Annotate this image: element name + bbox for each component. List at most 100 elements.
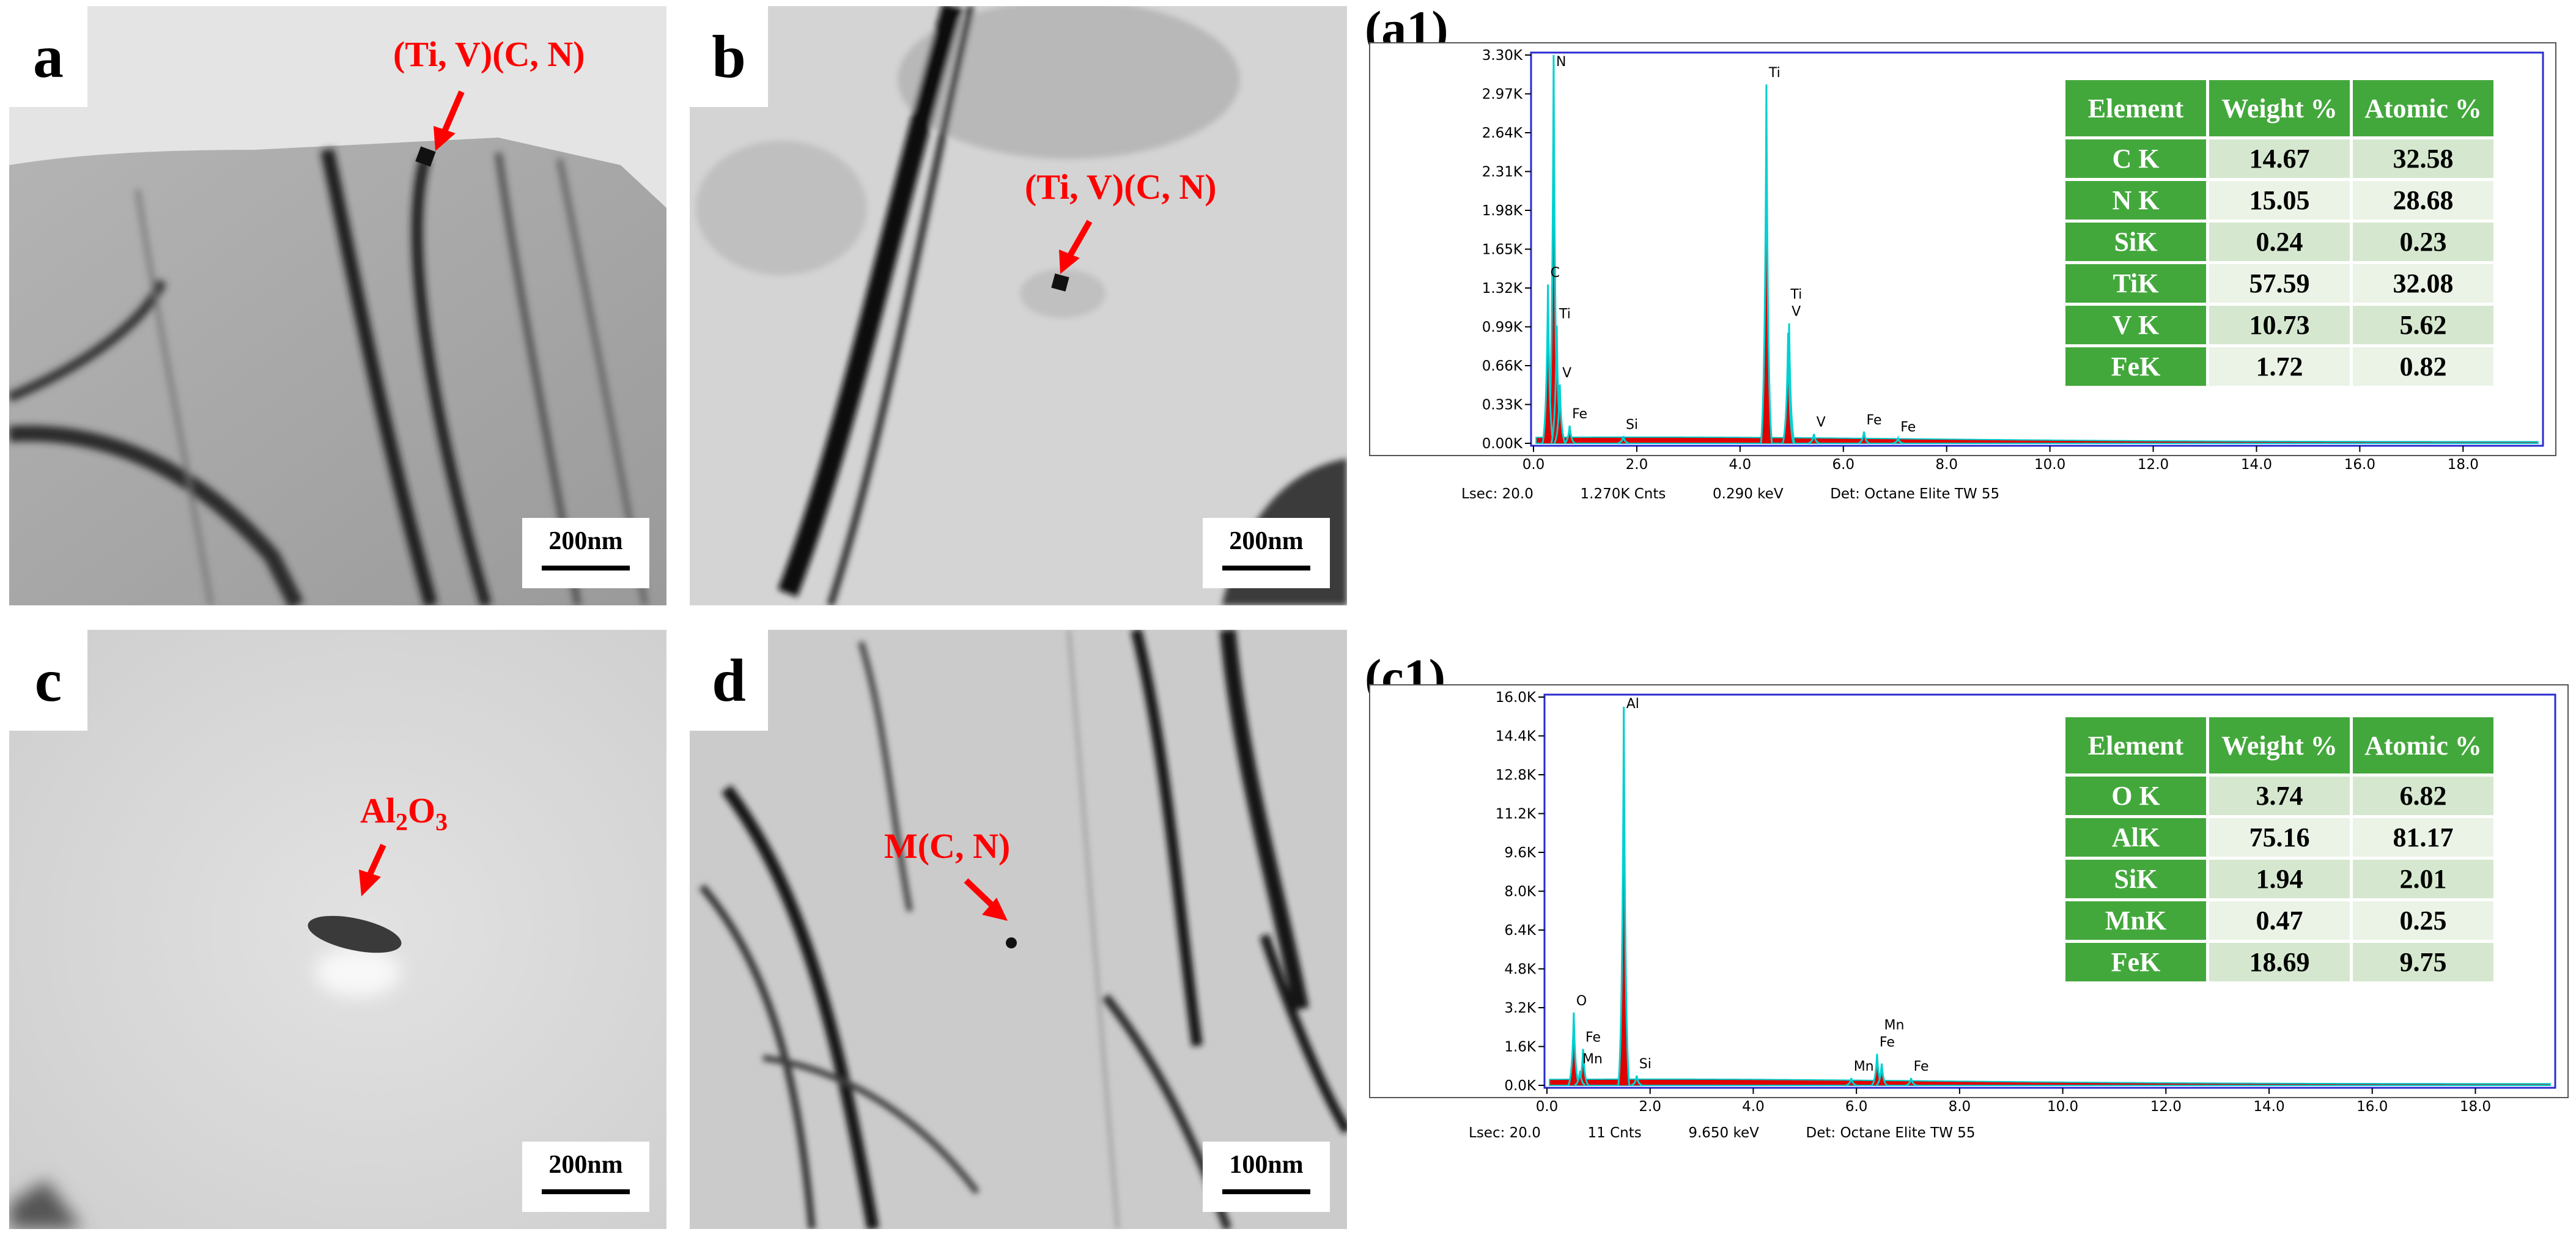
table-header-cell: Atomic % bbox=[2353, 717, 2493, 774]
scale-bar-label-a: 200nm bbox=[548, 527, 623, 555]
table-row: V K 10.73 5.62 bbox=[2065, 306, 2493, 344]
table-row: TiK 57.59 32.08 bbox=[2065, 264, 2493, 303]
table-cell-atomic: 5.62 bbox=[2353, 306, 2493, 344]
table-header-cell: Atomic % bbox=[2353, 80, 2493, 136]
table-cell-weight: 0.24 bbox=[2209, 223, 2350, 261]
table-cell-element: FeK bbox=[2065, 347, 2206, 386]
table-cell-weight: 15.05 bbox=[2209, 181, 2350, 220]
table-cell-atomic: 6.82 bbox=[2353, 777, 2493, 815]
eds-peak-line bbox=[1858, 431, 1870, 445]
panel-label-a: a bbox=[9, 6, 87, 107]
y-tick-label: 3.30K bbox=[1482, 48, 1523, 64]
eds-peak-line bbox=[1567, 1012, 1581, 1086]
eds-peak-fill bbox=[1574, 1071, 1585, 1085]
eds-counts-c1: 11 Cnts bbox=[1587, 1125, 1642, 1141]
y-tick-label: 11.2K bbox=[1496, 807, 1537, 822]
table-cell-atomic: 28.68 bbox=[2353, 181, 2493, 220]
y-tick-label: 6.4K bbox=[1504, 923, 1537, 939]
eds-detector-c1: Det: Octane Elite TW 55 bbox=[1806, 1125, 1976, 1141]
panel-label-b: b bbox=[690, 6, 768, 107]
y-tick-label: 9.6K bbox=[1504, 845, 1537, 861]
y-tick-label: 2.31K bbox=[1482, 164, 1523, 180]
y-tick-label: 2.64K bbox=[1482, 125, 1523, 141]
eds-peak-label: V bbox=[1792, 305, 1801, 320]
eds-footer-a1: Lsec: 20.0 1.270K Cnts 0.290 keV Det: Oc… bbox=[1461, 486, 1999, 502]
table-header-cell: Weight % bbox=[2209, 80, 2350, 136]
x-tick-label: 12.0 bbox=[2138, 457, 2169, 473]
eds-peak-line bbox=[1875, 1063, 1888, 1087]
eds-peak-label: C bbox=[1551, 265, 1560, 281]
table-cell-element: O K bbox=[2065, 777, 2206, 815]
eds-peak-line bbox=[1631, 1075, 1643, 1087]
composition-table-header-a1: Element Weight % Atomic % bbox=[2065, 80, 2493, 136]
eds-peak-line bbox=[1892, 435, 1904, 445]
table-row: SiK 0.24 0.23 bbox=[2065, 223, 2493, 261]
x-tick-label: 4.0 bbox=[1742, 1099, 1765, 1115]
y-tick-label: 1.98K bbox=[1482, 203, 1523, 219]
table-cell-atomic: 81.17 bbox=[2353, 818, 2493, 857]
eds-peak-line bbox=[1845, 1077, 1858, 1087]
x-tick-label: 10.0 bbox=[2034, 457, 2065, 473]
x-tick-label: 16.0 bbox=[2356, 1099, 2388, 1115]
table-cell-weight: 10.73 bbox=[2209, 306, 2350, 344]
x-tick-label: 2.0 bbox=[1639, 1099, 1661, 1115]
scale-bar-b: 200nm bbox=[1203, 518, 1330, 588]
eds-peak-label: Si bbox=[1639, 1057, 1652, 1072]
scale-bar-label-d: 100nm bbox=[1229, 1151, 1304, 1179]
eds-peak-line bbox=[1617, 436, 1629, 445]
table-row: AlK 75.16 81.17 bbox=[2065, 818, 2493, 857]
table-cell-weight: 1.94 bbox=[2209, 860, 2350, 898]
eds-peak-line bbox=[1541, 284, 1555, 444]
eds-peak-label: Ti bbox=[1768, 65, 1781, 81]
table-header-cell: Element bbox=[2065, 80, 2206, 136]
scale-bar-line-c bbox=[542, 1189, 630, 1194]
table-cell-atomic: 0.25 bbox=[2353, 901, 2493, 940]
table-cell-atomic: 32.58 bbox=[2353, 139, 2493, 178]
x-tick-label: 18.0 bbox=[2460, 1099, 2491, 1115]
table-row: MnK 0.47 0.25 bbox=[2065, 901, 2493, 940]
x-tick-label: 8.0 bbox=[1935, 457, 1958, 473]
eds-peak-label: Al bbox=[1626, 696, 1639, 712]
eds-kev-c1: 9.650 keV bbox=[1688, 1125, 1759, 1141]
eds-peak-label: Fe bbox=[1900, 419, 1916, 435]
eds-peak-fill bbox=[1808, 434, 1820, 443]
table-cell-weight: 14.67 bbox=[2209, 139, 2350, 178]
y-tick-label: 4.8K bbox=[1504, 962, 1537, 978]
precipitate-label-d: M(C, N) bbox=[884, 826, 1011, 866]
y-tick-label: 0.0K bbox=[1504, 1078, 1537, 1094]
x-tick-label: 4.0 bbox=[1729, 457, 1752, 473]
scale-bar-a: 200nm bbox=[522, 518, 649, 588]
eds-peak-fill bbox=[1905, 1078, 1917, 1085]
y-tick-label: 0.00K bbox=[1482, 436, 1523, 452]
tem-micrograph-a bbox=[9, 6, 666, 605]
y-tick-label: 0.33K bbox=[1482, 397, 1523, 413]
eds-peak-fill bbox=[1876, 1063, 1888, 1085]
y-tick-label: 3.2K bbox=[1504, 1000, 1537, 1016]
table-row: SiK 1.94 2.01 bbox=[2065, 860, 2493, 898]
table-row: FeK 18.69 9.75 bbox=[2065, 943, 2493, 981]
x-tick-label: 14.0 bbox=[2253, 1099, 2284, 1115]
inclusion-label-c: Al2O3 bbox=[360, 791, 448, 836]
eds-peak-fill bbox=[1548, 55, 1559, 443]
precipitate-particle-b bbox=[1051, 273, 1069, 292]
tem-image-b: b (Ti, V)(C, N) 200nm bbox=[690, 6, 1347, 605]
eds-counts-a1: 1.270K Cnts bbox=[1580, 486, 1666, 502]
y-tick-label: 2.97K bbox=[1482, 87, 1523, 103]
x-tick-label: 6.0 bbox=[1845, 1099, 1868, 1115]
eds-peak-fill bbox=[1617, 436, 1629, 443]
eds-detector-a1: Det: Octane Elite TW 55 bbox=[1830, 486, 2000, 502]
eds-peak-line bbox=[1553, 384, 1567, 444]
eds-peak-fill bbox=[1551, 325, 1563, 443]
eds-peak-fill bbox=[1845, 1078, 1857, 1085]
tem-micrograph-b bbox=[690, 6, 1347, 605]
table-cell-atomic: 0.23 bbox=[2353, 223, 2493, 261]
table-header-cell: Weight % bbox=[2209, 717, 2350, 774]
y-tick-label: 0.99K bbox=[1482, 320, 1523, 336]
table-cell-element: SiK bbox=[2065, 860, 2206, 898]
y-tick-label: 1.65K bbox=[1482, 242, 1523, 258]
x-tick-label: 0.0 bbox=[1522, 457, 1545, 473]
table-cell-weight: 75.16 bbox=[2209, 818, 2350, 857]
eds-continuum bbox=[1549, 1078, 2551, 1086]
y-tick-label: 12.8K bbox=[1496, 767, 1537, 783]
table-cell-atomic: 32.08 bbox=[2353, 264, 2493, 303]
